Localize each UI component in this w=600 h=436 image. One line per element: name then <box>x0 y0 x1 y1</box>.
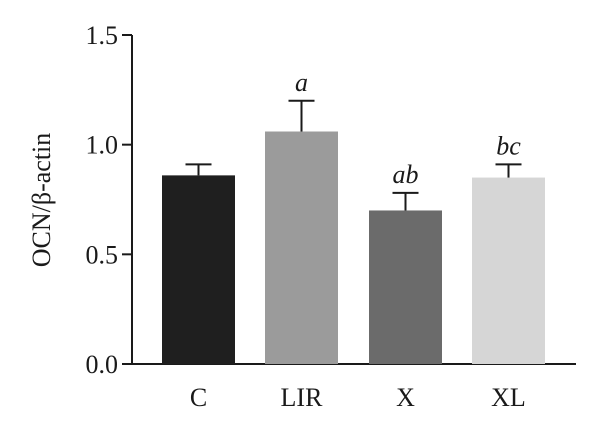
y-tick-label-2: 1.0 <box>86 131 119 160</box>
y-tick-label-1: 0.5 <box>86 240 119 269</box>
plot-area: 0.0 0.5 1.0 1.5 Ca LIR ab Xbc XL <box>86 21 576 412</box>
annotation-xl: bc <box>496 131 521 160</box>
bar-c <box>162 175 235 364</box>
x-tick-label-lir: LIR <box>281 383 324 412</box>
y-axis-label: OCN/β-actin <box>27 133 56 268</box>
annotation-lir: a <box>295 68 308 97</box>
annotation-x: ab <box>393 160 419 189</box>
y-axis-label-group: OCN/β-actin <box>27 133 56 268</box>
bar-lir <box>265 131 338 364</box>
bar-x <box>369 210 442 364</box>
x-tick-label-x: X <box>396 383 415 412</box>
y-tick-label-3: 1.5 <box>86 21 119 50</box>
y-tick-label-0: 0.0 <box>86 350 119 379</box>
x-tick-label-xl: XL <box>491 383 526 412</box>
x-tick-label-c: C <box>190 383 207 412</box>
bar-xl <box>472 177 545 364</box>
